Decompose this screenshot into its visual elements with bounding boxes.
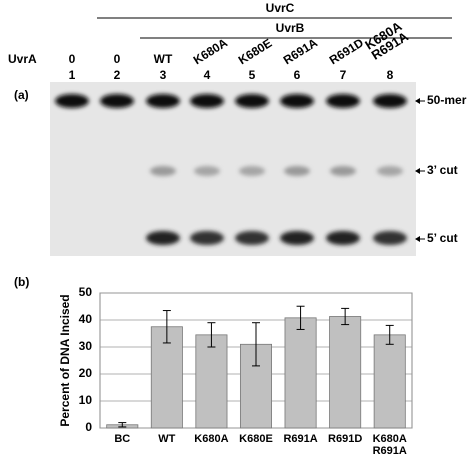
lane-number: 1 bbox=[69, 68, 76, 82]
x-tick-label-box: K680A R691A bbox=[372, 433, 407, 457]
x-tick-label: K680A bbox=[194, 433, 229, 445]
x-tick-label-box: BC bbox=[114, 433, 131, 445]
lane-header: WT bbox=[154, 52, 173, 66]
lane-number: 8 bbox=[387, 68, 394, 82]
gel-bands bbox=[55, 94, 407, 245]
x-tick-label: K680A R691A bbox=[372, 433, 407, 457]
lane-number: 4 bbox=[204, 68, 211, 82]
band-label: 3’ cut bbox=[427, 163, 458, 177]
bar bbox=[284, 317, 317, 429]
y-tick-label: 20 bbox=[79, 366, 93, 380]
y-tick-label: 40 bbox=[79, 312, 93, 326]
error-bar bbox=[118, 422, 127, 428]
bar bbox=[373, 334, 406, 429]
lane-number: 2 bbox=[114, 68, 121, 82]
y-tick-label: 50 bbox=[79, 285, 93, 299]
uvrc-label: UvrC bbox=[266, 1, 295, 15]
lane-header: R691A bbox=[281, 35, 320, 67]
y-tick-label: 0 bbox=[85, 420, 92, 434]
bar bbox=[195, 334, 228, 429]
lane-header: 0 bbox=[69, 52, 76, 66]
error-bar bbox=[385, 324, 394, 345]
x-tick-label-box: WT bbox=[158, 433, 176, 445]
lane-header: 0 bbox=[114, 52, 121, 66]
panel-a-label: (a) bbox=[14, 88, 29, 102]
x-tick-label: WT bbox=[158, 433, 176, 445]
y-tick-label: 30 bbox=[79, 339, 93, 353]
band-label: 50-mer bbox=[427, 93, 467, 107]
error-bar bbox=[162, 310, 171, 344]
lane-number: 3 bbox=[160, 68, 167, 82]
band-arrows bbox=[415, 98, 425, 242]
x-tick-label: K680E bbox=[239, 433, 273, 445]
bar bbox=[329, 316, 362, 429]
x-tick-label: R691D bbox=[328, 433, 363, 445]
x-tick-label: R691A bbox=[283, 433, 318, 445]
x-tick-label-box: R691D bbox=[328, 433, 363, 445]
lane-header: R691D bbox=[327, 35, 366, 67]
lane-number: 6 bbox=[294, 68, 301, 82]
panel-b-label: (b) bbox=[14, 275, 29, 289]
error-bar bbox=[252, 322, 260, 367]
uvrb-label: UvrB bbox=[276, 21, 305, 35]
gel-image bbox=[50, 82, 416, 256]
error-bar bbox=[296, 305, 305, 330]
x-tick-label-box: R691A bbox=[283, 433, 318, 445]
y-axis-label: Percent of DNA Incised bbox=[58, 294, 72, 426]
lane-number: 5 bbox=[249, 68, 256, 82]
x-tick-label-box: K680A bbox=[194, 433, 229, 445]
error-bar bbox=[207, 322, 216, 348]
x-tick-label-box: K680E bbox=[239, 433, 273, 445]
bar bbox=[150, 326, 183, 429]
y-tick-label: 10 bbox=[79, 393, 93, 407]
lane-header: K680E bbox=[236, 36, 275, 67]
lane-number: 7 bbox=[340, 68, 347, 82]
x-tick-label: BC bbox=[114, 433, 131, 445]
uvra-label: UvrA bbox=[8, 52, 37, 66]
lane-header: K680A bbox=[191, 35, 230, 67]
band-label: 5’ cut bbox=[427, 231, 458, 245]
error-bar bbox=[341, 307, 350, 326]
